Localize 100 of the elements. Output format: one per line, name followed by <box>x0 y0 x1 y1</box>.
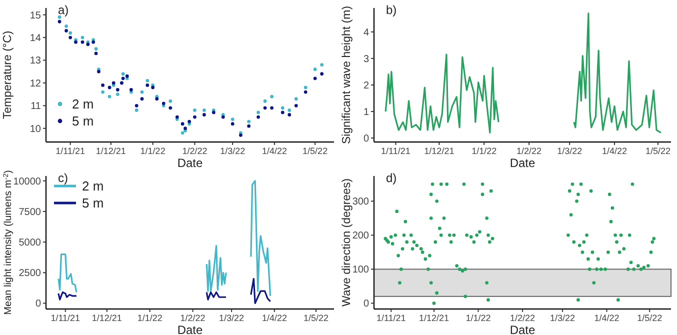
x-axis-title: Date <box>177 323 203 335</box>
point <box>68 31 72 35</box>
x-tick-label: 1/3/22 <box>550 313 575 323</box>
point <box>80 36 84 40</box>
point <box>151 86 155 90</box>
point <box>58 20 62 24</box>
y-tick-label: 13 <box>30 56 42 67</box>
point <box>304 86 308 90</box>
x-tick-label: 1/3/22 <box>557 146 582 156</box>
point <box>108 86 112 90</box>
legend-label: 2 m <box>72 96 94 112</box>
point <box>193 115 196 119</box>
point <box>168 106 172 110</box>
x-tick-label: 1/12/21 <box>96 146 126 156</box>
point <box>280 110 284 114</box>
legend-label: 5 m <box>82 196 104 210</box>
point <box>202 113 206 116</box>
x-tick-label: 1/1/22 <box>466 313 491 323</box>
point <box>247 120 251 124</box>
y-axis-title: Significant wave height (m) <box>341 6 353 144</box>
point <box>155 97 159 101</box>
point <box>256 115 260 119</box>
x-tick-label: 1/12/21 <box>418 313 449 323</box>
point <box>230 118 234 121</box>
x-tick-label: 1/3/22 <box>219 313 244 323</box>
y-tick-label: 5000 <box>18 238 42 249</box>
y-tick-label: 12 <box>30 78 42 90</box>
point <box>108 94 112 98</box>
x-tick-label: 1/11/21 <box>376 313 406 323</box>
y-tick-label: 11 <box>30 101 42 112</box>
chart-title: b) <box>386 3 397 17</box>
point <box>304 90 308 94</box>
point <box>121 76 125 80</box>
point <box>80 40 84 44</box>
point <box>168 99 172 103</box>
point <box>193 108 196 112</box>
point <box>74 40 78 44</box>
x-axis-title: Date <box>510 156 536 170</box>
point <box>101 90 104 94</box>
x-tick-label: 1/12/21 <box>424 146 454 156</box>
point <box>116 88 120 92</box>
chart-title: c) <box>58 171 68 185</box>
x-tick-label: 1/2/22 <box>516 146 542 156</box>
y-tick-label: 0 <box>363 134 370 145</box>
x-tick-label: 1/5/22 <box>637 313 662 323</box>
y-tick-label: 4 <box>363 27 370 38</box>
y-tick-label: 14 <box>30 33 42 44</box>
x-tick-label: 1/12/21 <box>92 313 122 323</box>
x-tick-label: 1/3/22 <box>220 146 246 156</box>
point <box>212 110 216 114</box>
point <box>146 78 150 82</box>
y-tick-label: 1 <box>363 106 370 118</box>
point <box>288 113 292 116</box>
point <box>270 94 274 98</box>
x-tick-label: 1/4/22 <box>262 146 288 156</box>
x-tick-label: 1/5/22 <box>303 313 329 323</box>
point <box>188 120 192 124</box>
point <box>92 40 96 44</box>
x-tick-label: 1/5/22 <box>302 146 328 156</box>
x-tick-label: 1/11/21 <box>50 313 80 323</box>
x-tick-label: 1/11/21 <box>56 146 86 156</box>
x-tick-label: 1/2/22 <box>510 313 536 323</box>
y-tick-label: 15 <box>30 10 42 22</box>
point <box>134 104 138 108</box>
x-tick-label: 1/1/22 <box>472 146 497 156</box>
x-tick-label: 1/4/22 <box>602 146 628 156</box>
x-tick-label: 1/2/22 <box>182 146 208 156</box>
y-tick-label: 0 <box>35 298 42 310</box>
point <box>294 104 298 108</box>
y-tick-label: 0 <box>363 298 370 310</box>
y-tick-label: 3 <box>363 54 370 65</box>
point <box>247 124 251 128</box>
legend-label: 5 m <box>72 114 94 128</box>
point <box>256 110 260 114</box>
y-tick-label: 10 <box>30 124 42 135</box>
point <box>294 97 298 101</box>
point <box>270 106 274 110</box>
x-tick-label: 1/5/22 <box>645 146 670 156</box>
point <box>64 24 68 28</box>
point <box>94 47 98 51</box>
point <box>112 81 116 85</box>
point <box>129 88 133 92</box>
point <box>313 68 317 72</box>
point <box>221 115 225 119</box>
point <box>180 131 184 135</box>
x-tick-label: 1/11/21 <box>381 146 410 156</box>
point <box>280 106 284 110</box>
point <box>64 29 68 32</box>
x-tick-label: 1/1/22 <box>140 146 166 156</box>
x-axis-title: Date <box>177 156 203 170</box>
point <box>125 74 129 78</box>
point <box>180 122 184 126</box>
point <box>140 97 144 101</box>
y-tick-label: 100 <box>352 264 370 276</box>
point <box>230 122 234 126</box>
y-tick-label: 10000 <box>13 176 42 188</box>
point <box>263 106 267 110</box>
x-axis-title: Date <box>510 323 536 335</box>
chart-title: d) <box>386 171 397 185</box>
point <box>202 108 206 112</box>
